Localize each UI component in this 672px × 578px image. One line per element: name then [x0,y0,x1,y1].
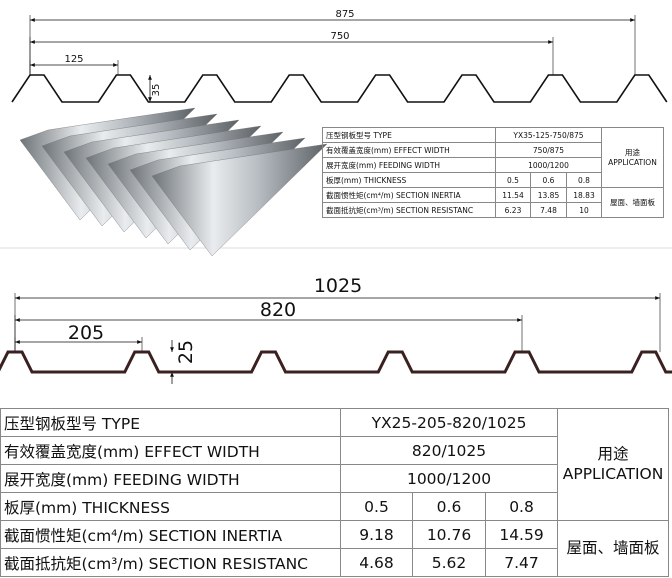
row-label: 展开宽度(mm) FEEDING WIDTH [0,464,341,493]
row-label: 有效覆盖宽度(mm) EFFECT WIDTH [0,436,341,465]
value-cell: 0.6 [530,172,567,188]
spec-table-top: 压型钢板型号 TYPE YX35-125-750/875 用途 APPLICATION… [322,127,664,218]
dimension-label: 125 [64,54,83,65]
row-label: 截面惯性矩(cm⁴/m) SECTION INERTIA [322,187,496,203]
table-row: 板厚(mm) THICKNESS 0.5 0.6 0.8 [322,172,664,188]
application-label: APPLICATION [562,464,664,483]
value-cell: 10.76 [412,520,486,549]
application-cell: 用途 APPLICATION [557,408,670,521]
dimension-label: 1025 [314,275,362,297]
row-label: 板厚(mm) THICKNESS [0,492,341,521]
dimension-label: 820 [260,299,296,321]
row-label: 截面抵抗矩(cm³/m) SECTION RESISTANC [322,202,496,218]
table-row: 截面抵抗矩(cm³/m) SECTION RESISTANC 6.23 7.48 10 [322,202,664,218]
value-cell: 4.68 [340,548,413,577]
value-cell: 0.5 [340,492,413,521]
table-row: 压型钢板型号 TYPE YX35-125-750/875 用途 APPLICATION [322,127,664,188]
row-label: 截面抵抗矩(cm³/m) SECTION RESISTANC [0,548,341,577]
value-cell: 0.8 [484,492,559,521]
dimension-label: 25 [175,340,197,364]
value-cell: 6.23 [495,202,531,218]
value-cell: YX25-205-820/1025 [339,408,559,437]
profile-top [11,74,668,103]
row-label: 有效覆盖宽度(mm) EFFECT WIDTH [322,142,496,158]
row-label: 展开宽度(mm) FEEDING WIDTH [322,157,496,173]
table-row: 展开宽度(mm) FEEDING WIDTH 1000/1200 [0,464,669,493]
table-row: 有效覆盖宽度(mm) EFFECT WIDTH 820/1025 [0,436,669,465]
dimension-label: 35 [151,84,162,97]
value-cell: 14.59 [484,520,559,549]
row-label: 压型钢板型号 TYPE [322,127,496,143]
dimension-label: 205 [68,322,104,344]
application-label: APPLICATION [608,157,657,167]
value-cell: 0.8 [566,172,602,188]
value-cell: 9.18 [340,520,413,549]
value-cell: 820/1025 [339,436,559,465]
usage-cell: 屋面、墙面板 [601,187,664,218]
application-label: 用途 [625,148,640,158]
value-cell: 1000/1200 [495,157,602,173]
application-label: 用途 [597,445,629,464]
value-cell: 7.48 [530,202,567,218]
value-cell: 11.54 [495,187,531,203]
spec-table-bottom: 压型钢板型号 TYPE YX25-205-820/1025 用途 APPLICATIO… [0,408,670,577]
table-row: 截面惯性矩(cm⁴/m) SECTION INERTIA 11.54 13.85 18… [322,187,664,218]
dimension-label: 875 [335,9,354,20]
row-label: 截面惯性矩(cm⁴/m) SECTION INERTIA [0,520,341,549]
value-cell: YX35-125-750/875 [495,127,602,143]
value-cell: 0.5 [495,172,531,188]
row-label: 压型钢板型号 TYPE [0,408,341,437]
table-row: 截面抵抗矩(cm³/m) SECTION RESISTANC 4.68 5.62 7.… [0,548,669,577]
value-cell: 7.47 [484,548,559,577]
table-row: 展开宽度(mm) FEEDING WIDTH 1000/1200 [322,157,664,173]
value-cell: 10 [566,202,602,218]
usage-cell: 屋面、墙面板 [557,520,670,577]
value-cell: 750/875 [495,142,602,158]
application-cell: 用途 APPLICATION [601,127,664,188]
value-cell: 1000/1200 [339,464,559,493]
dimension-label: 750 [330,31,349,42]
table-row: 截面惯性矩(cm⁴/m) SECTION INERTIA 9.18 10.76 14.… [0,520,670,577]
value-cell: 5.62 [412,548,486,577]
value-cell: 0.6 [412,492,486,521]
value-cell: 13.85 [530,187,567,203]
table-row: 压型钢板型号 TYPE YX25-205-820/1025 用途 APPLICATIO… [0,408,670,521]
value-cell: 18.83 [566,187,602,203]
profile-bottom [0,350,672,374]
row-label: 板厚(mm) THICKNESS [322,172,496,188]
